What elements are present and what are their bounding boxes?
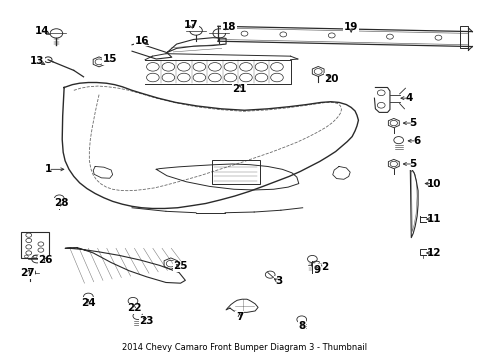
Text: 25: 25: [173, 261, 187, 271]
Text: 22: 22: [126, 303, 141, 313]
Text: 26: 26: [39, 255, 53, 265]
Text: 24: 24: [81, 298, 96, 308]
Text: 21: 21: [232, 84, 246, 94]
Text: 23: 23: [139, 316, 154, 325]
Text: 8: 8: [298, 321, 305, 331]
Text: 12: 12: [427, 248, 441, 258]
Text: 2: 2: [320, 262, 327, 272]
Text: 5: 5: [409, 118, 416, 128]
Text: 28: 28: [54, 198, 68, 208]
Text: 2014 Chevy Camaro Front Bumper Diagram 3 - Thumbnail: 2014 Chevy Camaro Front Bumper Diagram 3…: [122, 343, 366, 352]
Text: 3: 3: [274, 276, 282, 287]
Text: 20: 20: [324, 73, 338, 84]
Text: 18: 18: [221, 22, 236, 32]
Text: 16: 16: [134, 36, 149, 45]
Bar: [419, 249, 430, 255]
Text: 9: 9: [313, 265, 320, 275]
Bar: [20, 231, 48, 258]
Text: 7: 7: [236, 312, 243, 322]
Bar: [211, 161, 260, 184]
Text: 15: 15: [102, 54, 117, 64]
Text: 19: 19: [343, 22, 358, 32]
Text: 17: 17: [183, 20, 198, 30]
Text: 5: 5: [409, 159, 416, 169]
Text: 27: 27: [20, 268, 35, 278]
Text: 14: 14: [35, 26, 49, 36]
Text: 6: 6: [412, 136, 419, 146]
Text: 11: 11: [427, 214, 441, 224]
Text: 10: 10: [427, 179, 441, 189]
Text: 13: 13: [30, 56, 44, 66]
Bar: [459, 26, 468, 48]
Text: 4: 4: [405, 93, 412, 103]
Text: 1: 1: [44, 164, 52, 174]
